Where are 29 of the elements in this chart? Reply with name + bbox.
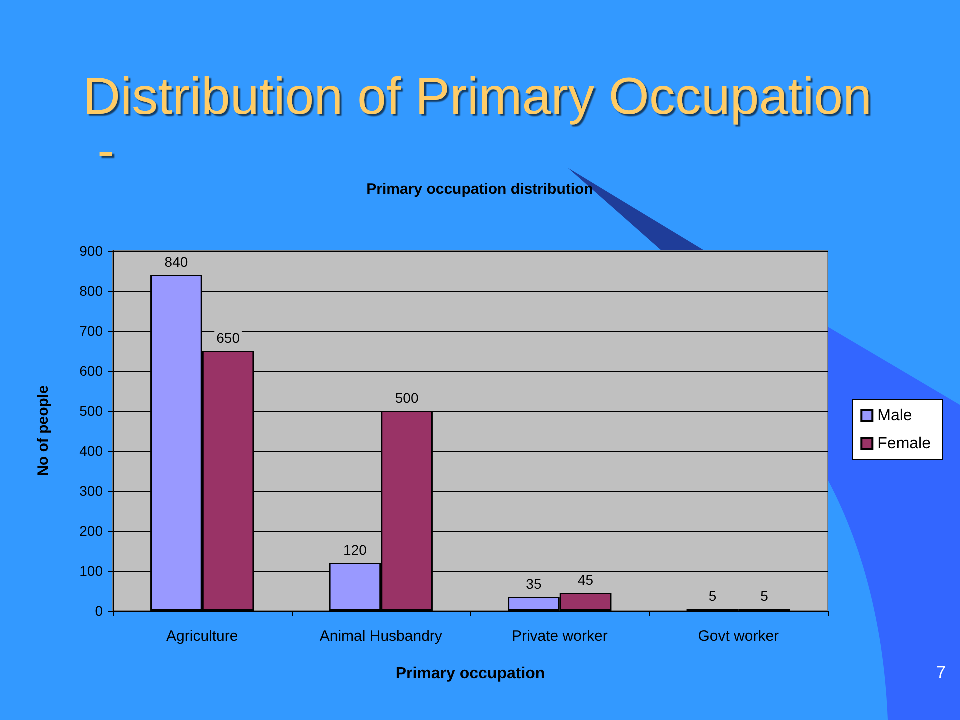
- y-tick-label: 500: [80, 403, 104, 419]
- data-label: 45: [578, 572, 594, 588]
- x-tick-label: Govt worker: [698, 628, 780, 645]
- x-tick-label: Agriculture: [166, 628, 238, 645]
- data-label: 120: [344, 542, 368, 558]
- y-tick-label: 800: [80, 283, 104, 299]
- y-tick-label: 700: [80, 323, 104, 339]
- chart-subtitle: Primary occupation distribution: [366, 181, 594, 198]
- chart-title: Distribution of Primary Occupation -: [83, 68, 872, 180]
- x-tick-label: Animal Husbandry: [320, 628, 443, 645]
- y-tick-label: 900: [80, 243, 104, 259]
- legend-label: Male: [878, 408, 912, 424]
- y-tick-label: 0: [95, 603, 104, 619]
- data-label: 650: [216, 330, 240, 346]
- y-axis-title: No of people: [35, 386, 52, 476]
- y-tick-label: 100: [80, 563, 104, 579]
- text: 7: [936, 663, 946, 682]
- y-tick-label: 200: [80, 523, 104, 539]
- x-axis-title: Primary occupation: [396, 666, 546, 682]
- data-label: 500: [395, 390, 419, 406]
- y-tick-label: 600: [80, 363, 104, 379]
- legend-label: Female: [878, 436, 932, 452]
- data-label: 840: [164, 254, 188, 270]
- data-label: 35: [526, 576, 542, 592]
- data-label: 5: [708, 588, 717, 604]
- y-tick-label: 300: [80, 483, 104, 499]
- y-tick-label: 400: [80, 443, 104, 459]
- data-label: 5: [760, 588, 769, 604]
- x-tick-label: Private worker: [512, 628, 608, 645]
